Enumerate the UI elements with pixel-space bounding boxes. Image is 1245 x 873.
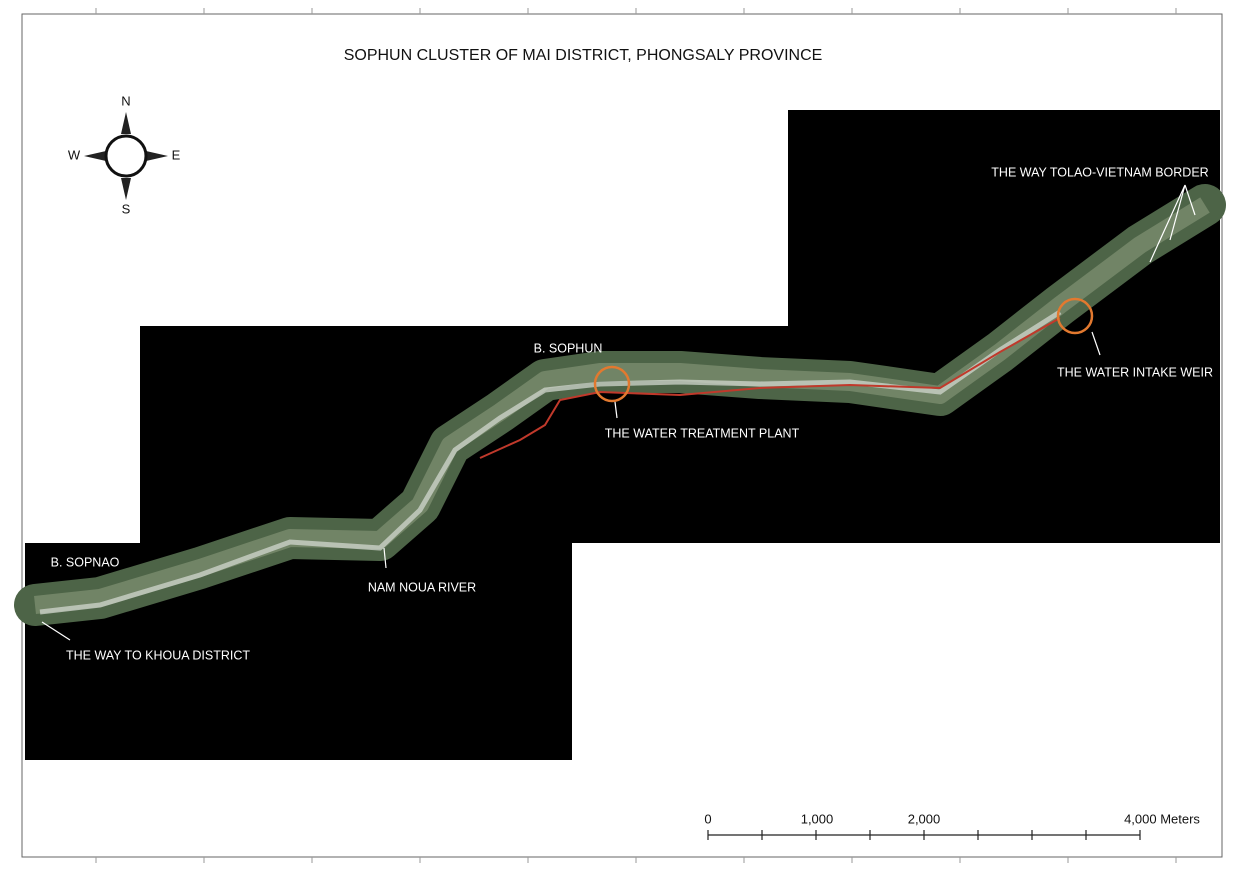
annotation: THE WAY TO KHOUA DISTRICT (66, 648, 250, 662)
compass-west: W (68, 147, 81, 162)
scale-label: 1,000 (801, 811, 834, 826)
scale-bar (707, 830, 1141, 840)
compass-south: S (122, 201, 131, 216)
annotation: THE WATER INTAKE WEIR (1057, 365, 1213, 379)
compass-rose (84, 112, 168, 200)
compass-north: N (121, 93, 130, 108)
frame-ticks (95, 8, 1177, 863)
annotation: THE WAY TOLAO-VIETNAM BORDER (991, 165, 1208, 179)
intake-weir-marker (1056, 297, 1094, 335)
pipeline (479, 317, 1061, 459)
annotation: THE WATER TREATMENT PLANT (605, 426, 800, 440)
scale-label: 2,000 (908, 811, 941, 826)
compass-east: E (172, 147, 181, 162)
map-title: SOPHUN CLUSTER OF MAI DISTRICT, PHONGSAL… (344, 47, 823, 64)
leader-lines (41, 184, 1196, 641)
treatment-plant-marker (593, 365, 631, 403)
scale-label: 0 (704, 811, 711, 826)
imagery-extent (25, 110, 1220, 760)
annotation: NAM NOUA RIVER (368, 580, 476, 594)
annotation: B. SOPNAO (51, 555, 120, 569)
scale-label: 4,000 Meters (1124, 811, 1200, 826)
annotation: B. SOPHUN (534, 341, 603, 355)
